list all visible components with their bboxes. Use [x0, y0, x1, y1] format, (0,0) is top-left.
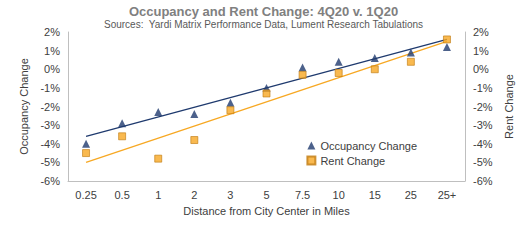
- svg-text:-5%: -5%: [473, 156, 493, 168]
- svg-text:0%: 0%: [473, 63, 489, 75]
- svg-text:-4%: -4%: [473, 138, 493, 150]
- svg-text:0.5: 0.5: [114, 189, 129, 201]
- svg-text:25: 25: [405, 189, 417, 201]
- svg-text:-6%: -6%: [40, 175, 60, 187]
- svg-text:-3%: -3%: [473, 119, 493, 131]
- svg-text:Occupancy Change: Occupancy Change: [18, 58, 30, 155]
- svg-text:Distance from City Center in M: Distance from City Center in Miles: [183, 205, 350, 217]
- svg-text:Sources: Yardi Matrix Perform: Sources: Yardi Matrix Performance Data, …: [104, 19, 423, 30]
- svg-text:-6%: -6%: [473, 175, 493, 187]
- svg-text:1%: 1%: [473, 45, 489, 57]
- svg-text:1: 1: [155, 189, 161, 201]
- svg-text:7.5: 7.5: [295, 189, 310, 201]
- svg-text:0.25: 0.25: [75, 189, 96, 201]
- svg-text:2: 2: [191, 189, 197, 201]
- svg-text:Rent Change: Rent Change: [503, 74, 515, 139]
- svg-text:Occupancy and Rent Change: 4Q2: Occupancy and Rent Change: 4Q20 v. 1Q20: [129, 4, 398, 19]
- svg-text:Rent Change: Rent Change: [320, 155, 385, 167]
- svg-text:1%: 1%: [44, 45, 60, 57]
- svg-text:Occupancy Change: Occupancy Change: [320, 140, 417, 152]
- svg-text:-2%: -2%: [473, 101, 493, 113]
- svg-text:0%: 0%: [44, 63, 60, 75]
- svg-text:-5%: -5%: [40, 156, 60, 168]
- svg-text:-1%: -1%: [40, 82, 60, 94]
- svg-text:2%: 2%: [473, 26, 489, 38]
- svg-text:-4%: -4%: [40, 138, 60, 150]
- svg-text:5: 5: [263, 189, 269, 201]
- svg-text:3: 3: [227, 189, 233, 201]
- svg-text:25+: 25+: [438, 189, 457, 201]
- svg-text:-1%: -1%: [473, 82, 493, 94]
- svg-text:-2%: -2%: [40, 101, 60, 113]
- svg-text:10: 10: [333, 189, 345, 201]
- svg-text:15: 15: [369, 189, 381, 201]
- svg-text:2%: 2%: [44, 26, 60, 38]
- svg-text:-3%: -3%: [40, 119, 60, 131]
